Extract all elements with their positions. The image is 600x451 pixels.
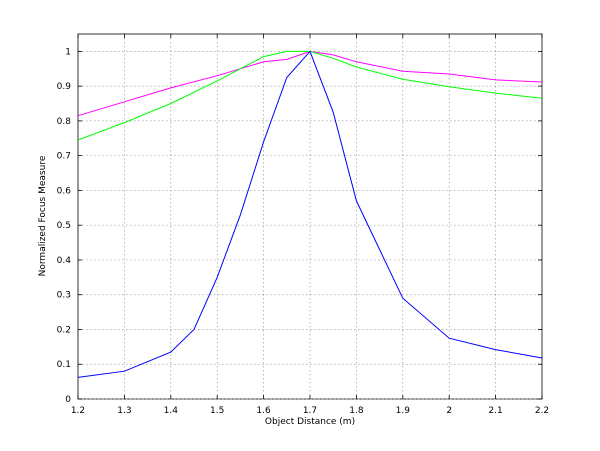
series-lines	[77, 50, 543, 378]
x-tick-label: 1.9	[396, 406, 411, 416]
x-tick-label: 2	[446, 406, 452, 416]
y-axis-label: Normalized Focus Measure	[38, 155, 48, 276]
x-tick-label: 1.2	[71, 406, 85, 416]
x-tick-label: 1.6	[256, 406, 271, 416]
y-tick-label: 0	[65, 395, 71, 405]
y-tick-label: 0.9	[57, 82, 72, 92]
axis-ticks	[77, 34, 543, 400]
x-tick-label: 2.2	[535, 406, 549, 416]
y-tick-label: 0.8	[57, 117, 72, 127]
y-tick-label: 0.5	[57, 221, 71, 231]
x-axis-label: Object Distance (m)	[265, 417, 355, 427]
series-line-3	[77, 50, 543, 378]
y-tick-label: 0.6	[57, 186, 72, 196]
y-tick-label: 0.3	[57, 291, 71, 301]
tick-labels: 1.2 1.3 1.4 1.5 1.6 1.7 1.8 1.9 2 2.1 2.2 0 0.1 0.2 0.…	[57, 47, 549, 416]
x-tick-label: 1.4	[164, 406, 179, 416]
x-tick-label: 1.7	[303, 406, 317, 416]
x-tick-label: 1.3	[117, 406, 131, 416]
x-tick-label: 1.8	[349, 406, 364, 416]
y-tick-label: 0.1	[57, 360, 71, 370]
y-tick-label: 0.4	[57, 256, 72, 266]
x-tick-label: 2.1	[488, 406, 502, 416]
y-tick-label: 0.2	[57, 325, 71, 335]
x-tick-label: 1.5	[210, 406, 224, 416]
y-tick-label: 0.7	[57, 152, 71, 162]
y-tick-label: 1	[65, 47, 71, 57]
